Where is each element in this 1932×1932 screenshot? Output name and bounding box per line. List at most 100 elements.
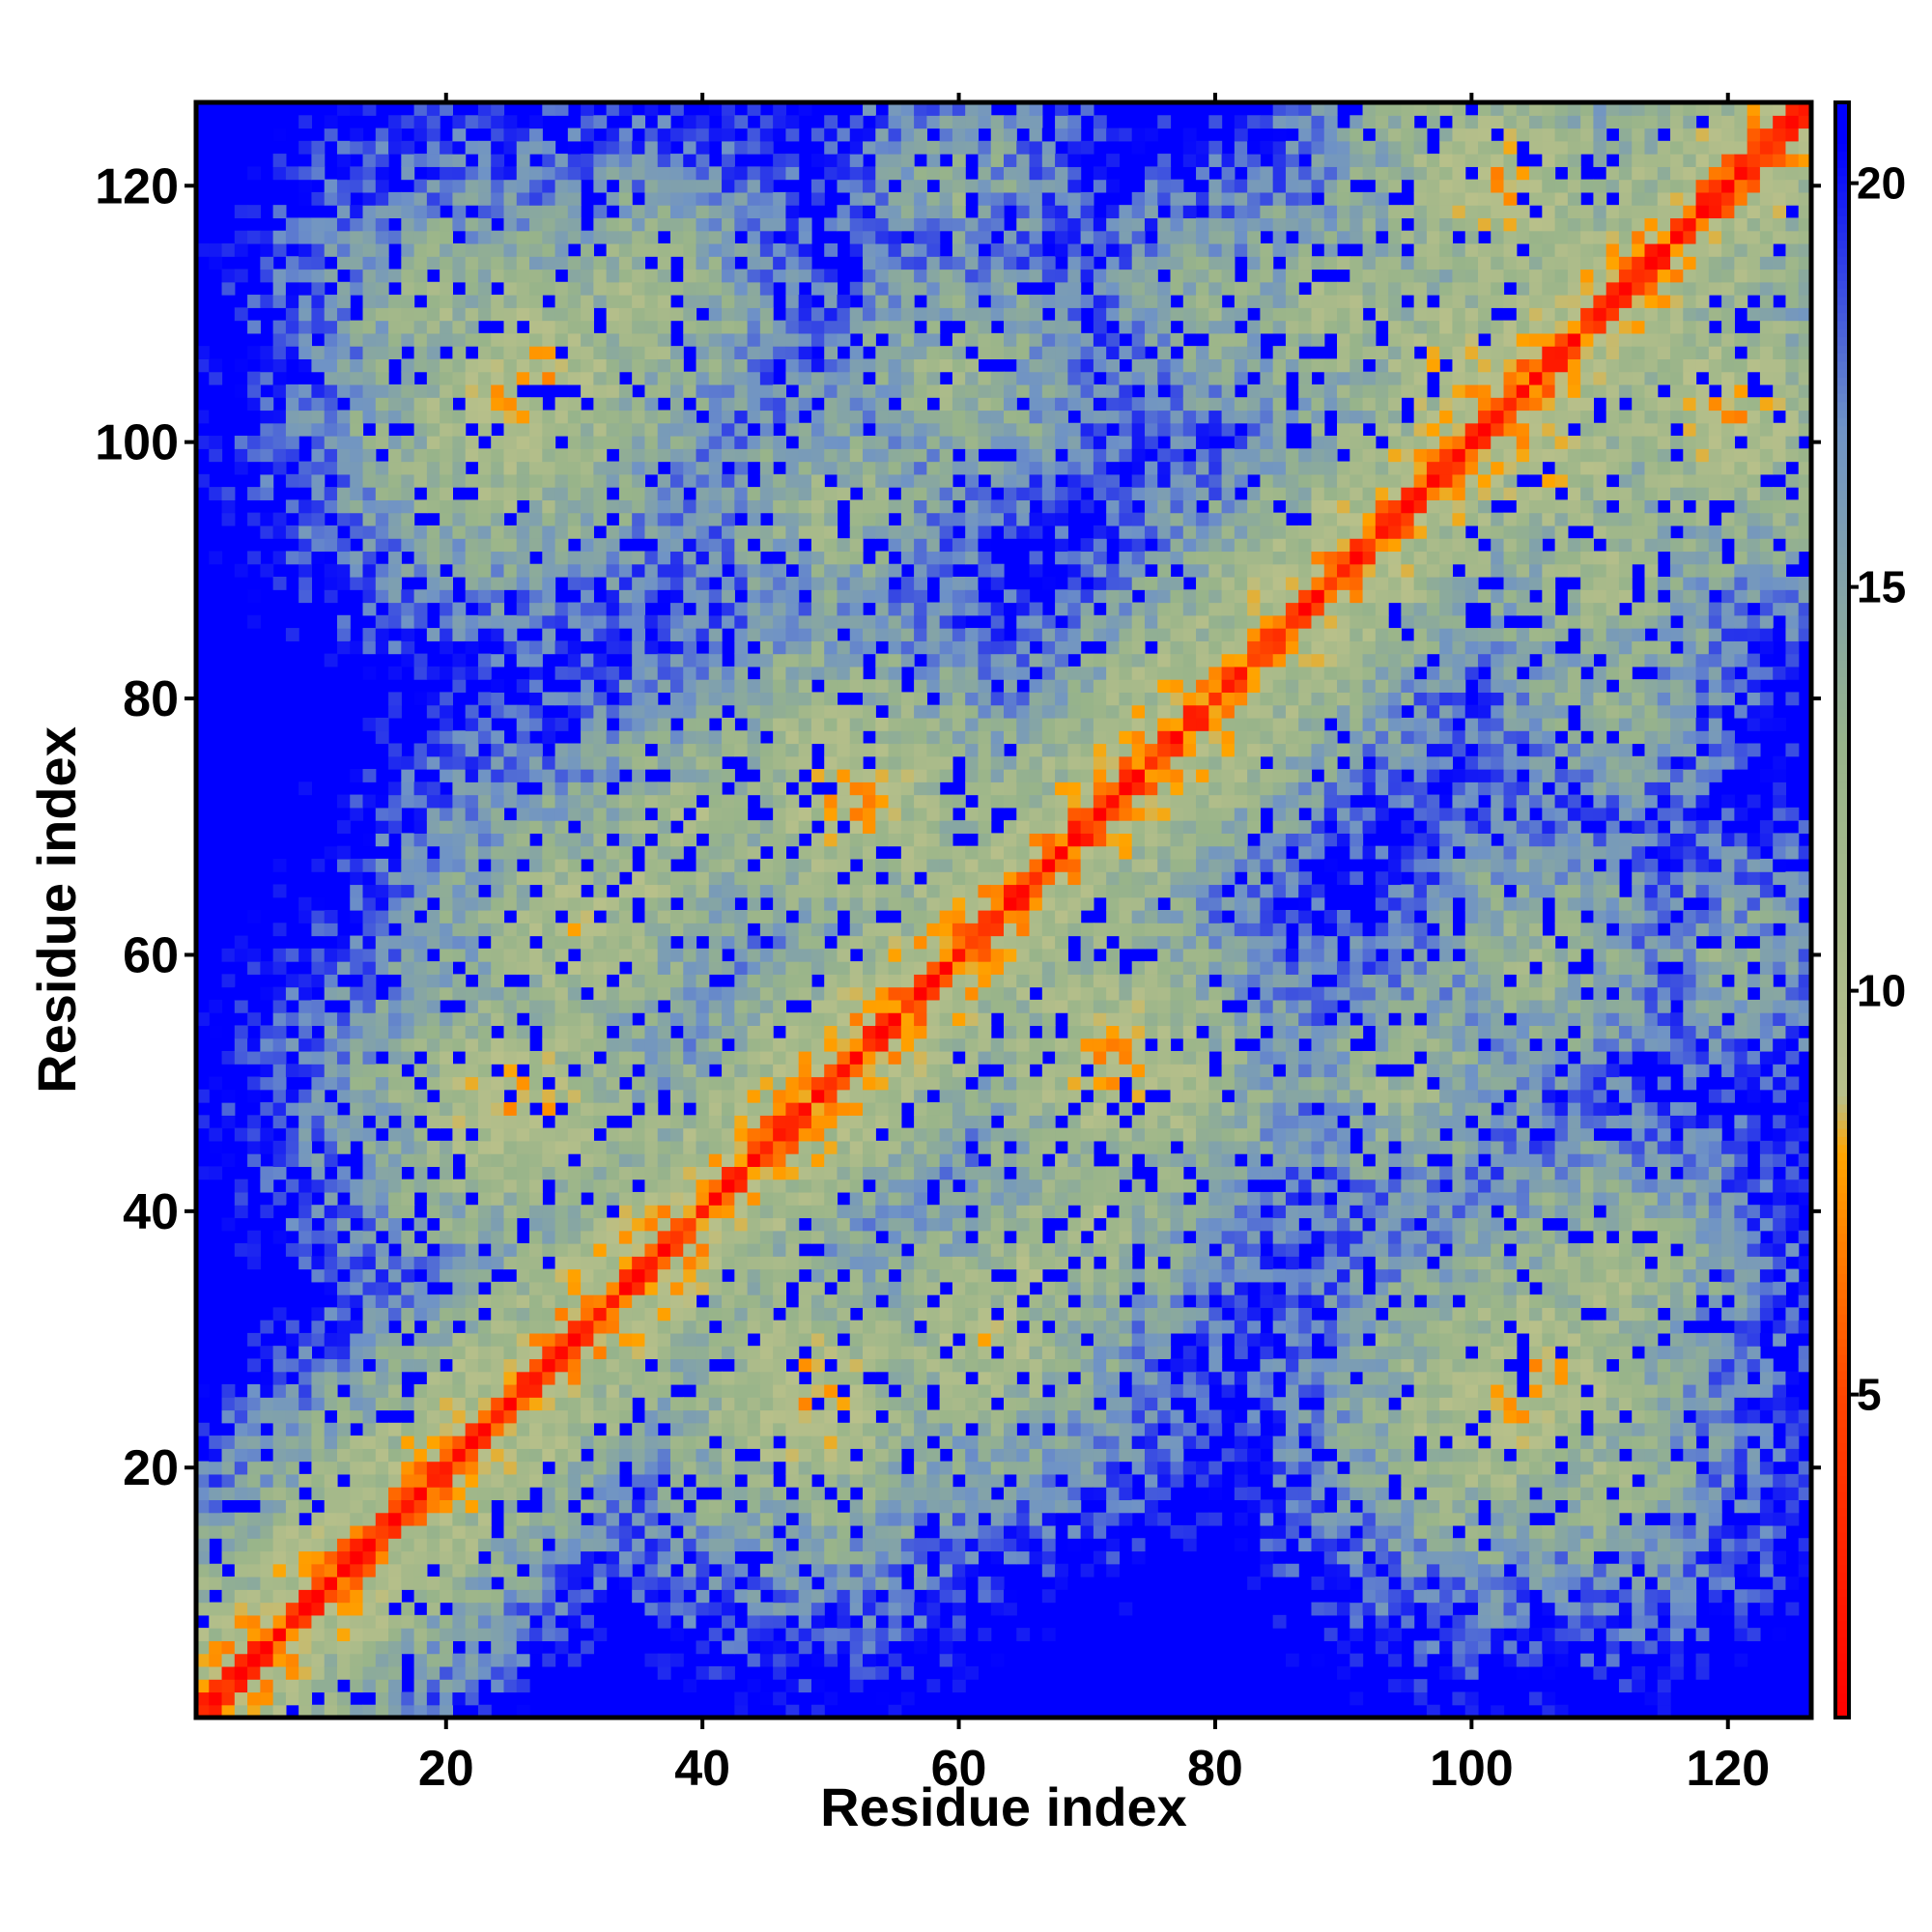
heatmap-cell xyxy=(285,525,299,539)
heatmap-cell xyxy=(824,692,838,706)
heatmap-cell xyxy=(529,1577,543,1590)
heatmap-cell xyxy=(260,242,274,257)
heatmap-cell xyxy=(632,1050,646,1065)
heatmap-cell xyxy=(324,1538,338,1552)
heatmap-cell xyxy=(581,833,594,847)
heatmap-cell xyxy=(581,1179,594,1193)
heatmap-cell xyxy=(324,986,338,1001)
heatmap-cell xyxy=(773,217,787,232)
heatmap-cell xyxy=(336,499,351,514)
heatmap-cell xyxy=(849,1346,864,1360)
heatmap-cell xyxy=(785,1089,800,1103)
heatmap-cell xyxy=(632,230,646,244)
heatmap-cell xyxy=(644,679,659,694)
heatmap-cell xyxy=(810,794,825,809)
heatmap-cell xyxy=(618,1577,633,1590)
heatmap-cell xyxy=(683,1512,697,1526)
heatmap-cell xyxy=(375,589,389,604)
heatmap-cell xyxy=(824,1563,838,1577)
heatmap-cell xyxy=(362,436,377,449)
heatmap-cell xyxy=(696,1050,710,1065)
heatmap-cell xyxy=(426,102,440,116)
heatmap-cell xyxy=(773,1614,787,1629)
heatmap-cell xyxy=(503,384,518,398)
heatmap-cell xyxy=(350,1346,364,1360)
heatmap-cell xyxy=(837,1563,851,1577)
heatmap-cell xyxy=(516,436,530,449)
heatmap-cell xyxy=(683,1153,697,1167)
heatmap-cell xyxy=(683,191,697,206)
heatmap-cell xyxy=(452,1332,467,1347)
heatmap-cell xyxy=(567,1166,582,1180)
heatmap-cell xyxy=(452,154,467,167)
heatmap-cell xyxy=(593,1320,608,1334)
heatmap-cell xyxy=(644,1653,659,1667)
heatmap-cell xyxy=(452,794,467,809)
heatmap-cell xyxy=(554,1191,569,1206)
heatmap-cell xyxy=(657,410,671,424)
heatmap-cell xyxy=(388,602,402,616)
heatmap-cell xyxy=(542,1281,556,1295)
heatmap-cell xyxy=(824,743,838,757)
heatmap-cell xyxy=(413,1397,428,1411)
heatmap-cell xyxy=(567,910,582,923)
heatmap-cell xyxy=(747,589,761,604)
heatmap-cell xyxy=(747,256,761,270)
heatmap-cell xyxy=(503,1614,518,1629)
heatmap-cell xyxy=(401,242,415,257)
heatmap-cell xyxy=(413,1524,428,1539)
heatmap-cell xyxy=(824,1217,838,1232)
heatmap-cell xyxy=(849,217,864,232)
heatmap-cell xyxy=(272,1012,287,1027)
heatmap-cell xyxy=(298,1409,313,1424)
heatmap-cell xyxy=(747,974,761,988)
heatmap-cell xyxy=(491,589,505,604)
heatmap-cell xyxy=(747,1166,761,1180)
heatmap-cell xyxy=(593,461,608,475)
heatmap-cell xyxy=(581,346,594,359)
heatmap-cell xyxy=(593,140,608,155)
heatmap-cell xyxy=(234,563,248,578)
heatmap-cell xyxy=(644,295,659,308)
heatmap-cell xyxy=(683,961,697,975)
heatmap-cell xyxy=(644,102,659,116)
heatmap-cell xyxy=(669,1294,684,1308)
heatmap-cell xyxy=(491,961,505,975)
heatmap-cell xyxy=(401,935,415,950)
heatmap-cell xyxy=(567,1524,582,1539)
heatmap-cell xyxy=(452,986,467,1001)
heatmap-cell xyxy=(324,538,338,553)
heatmap-cell xyxy=(785,974,800,988)
heatmap-cell xyxy=(708,1602,723,1616)
heatmap-cell xyxy=(644,499,659,514)
heatmap-cell xyxy=(810,473,825,488)
heatmap-cell xyxy=(696,755,710,770)
heatmap-cell xyxy=(324,1383,338,1398)
heatmap-cell xyxy=(567,473,582,488)
heatmap-cell xyxy=(491,242,505,257)
heatmap-cell xyxy=(567,794,582,809)
heatmap-cell xyxy=(350,1589,364,1604)
heatmap-cell xyxy=(362,1679,377,1693)
heatmap-cell xyxy=(785,1371,800,1385)
heatmap-cell xyxy=(477,242,492,257)
heatmap-cell xyxy=(734,845,749,860)
heatmap-cell xyxy=(863,1205,876,1219)
heatmap-cell xyxy=(567,986,582,1001)
heatmap-cell xyxy=(554,1512,569,1526)
heatmap-cell xyxy=(849,1679,864,1693)
heatmap-cell xyxy=(234,448,248,463)
heatmap-cell xyxy=(669,1538,684,1552)
heatmap-cell xyxy=(785,1704,800,1719)
heatmap-cell xyxy=(747,1577,761,1590)
heatmap-cell xyxy=(734,1025,749,1039)
heatmap-cell xyxy=(465,614,479,629)
heatmap-cell xyxy=(606,589,620,604)
heatmap-cell xyxy=(644,525,659,539)
heatmap-cell xyxy=(593,1243,608,1257)
heatmap-cell xyxy=(759,242,774,257)
heatmap-cell xyxy=(785,320,800,334)
heatmap-cell xyxy=(734,499,749,514)
heatmap-cell xyxy=(849,1320,864,1334)
